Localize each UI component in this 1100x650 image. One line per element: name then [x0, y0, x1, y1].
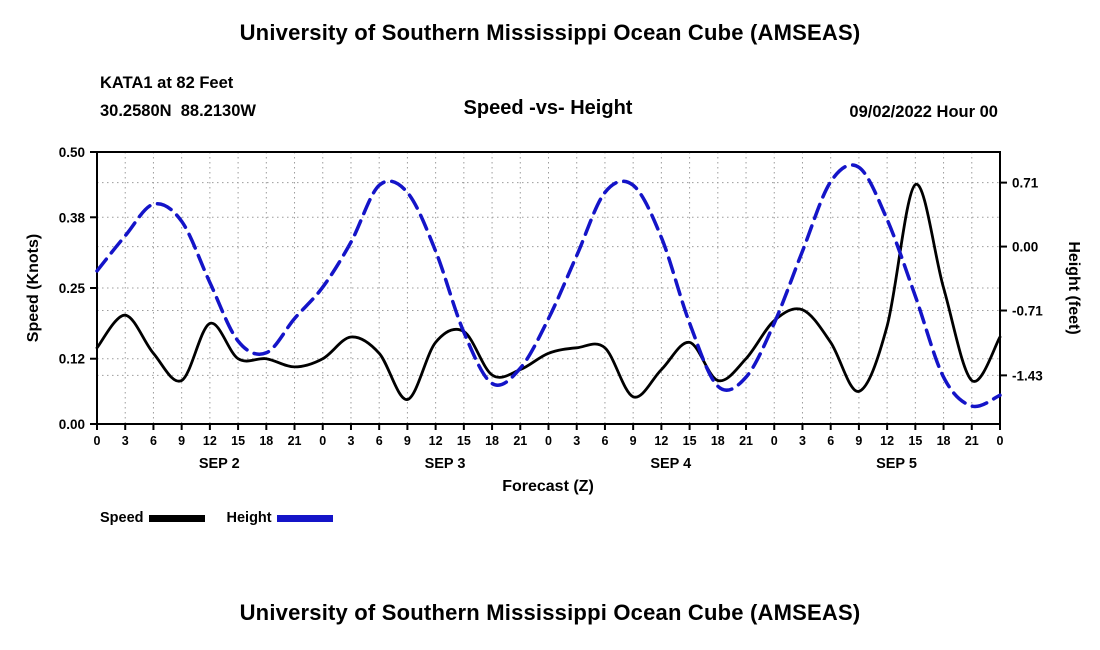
svg-text:0.00: 0.00: [1012, 240, 1038, 255]
svg-text:3: 3: [122, 434, 129, 448]
page-title: University of Southern Mississippi Ocean…: [239, 20, 861, 45]
svg-text:0.38: 0.38: [59, 210, 86, 225]
svg-text:-1.43: -1.43: [1012, 368, 1043, 383]
svg-text:SEP 3: SEP 3: [425, 456, 466, 472]
svg-text:9: 9: [630, 434, 637, 448]
svg-text:21: 21: [965, 434, 979, 448]
x-axis-label: Forecast (Z): [502, 478, 594, 495]
svg-text:15: 15: [457, 434, 471, 448]
svg-text:18: 18: [937, 434, 951, 448]
svg-text:0.25: 0.25: [59, 281, 86, 296]
svg-text:21: 21: [513, 434, 527, 448]
legend-speed-label: Speed: [100, 510, 144, 526]
svg-text:0: 0: [94, 434, 101, 448]
legend-height-label: Height: [226, 510, 272, 526]
svg-text:3: 3: [799, 434, 806, 448]
svg-text:6: 6: [601, 434, 608, 448]
svg-text:9: 9: [855, 434, 862, 448]
svg-text:12: 12: [880, 434, 894, 448]
svg-text:18: 18: [259, 434, 273, 448]
svg-text:6: 6: [827, 434, 834, 448]
svg-text:0.00: 0.00: [59, 417, 85, 432]
svg-text:SEP 4: SEP 4: [650, 456, 691, 472]
svg-text:12: 12: [203, 434, 217, 448]
forecast-datetime: 09/02/2022 Hour 00: [849, 103, 998, 121]
svg-text:3: 3: [347, 434, 354, 448]
svg-text:9: 9: [404, 434, 411, 448]
station-coordinates: 30.2580N 88.2130W: [100, 102, 256, 120]
svg-text:-0.71: -0.71: [1012, 304, 1043, 319]
svg-text:18: 18: [711, 434, 725, 448]
svg-text:0.12: 0.12: [59, 352, 85, 367]
svg-text:18: 18: [485, 434, 499, 448]
svg-text:6: 6: [376, 434, 383, 448]
svg-text:0.71: 0.71: [1012, 176, 1039, 191]
svg-text:15: 15: [683, 434, 697, 448]
plot-area: 0 3 6 9 12 15 18 21 0 3 6 9 12 15 18 21 0 3 6 9 12 15 18 21 0 3 6 9…: [0, 140, 1100, 520]
svg-text:0: 0: [319, 434, 326, 448]
speed-height-plot: 0 3 6 9 12 15 18 21 0 3 6 9 12 15 18 21 0 3 6 9 12 15 18 21 0 3 6 9…: [59, 145, 1044, 472]
svg-text:12: 12: [654, 434, 668, 448]
svg-text:SEP 5: SEP 5: [876, 456, 917, 472]
station-name: KATA1 at 82 Feet: [100, 74, 234, 92]
svg-text:3: 3: [573, 434, 580, 448]
svg-text:12: 12: [429, 434, 443, 448]
svg-text:15: 15: [908, 434, 922, 448]
svg-text:15: 15: [231, 434, 245, 448]
svg-text:9: 9: [178, 434, 185, 448]
svg-text:0.50: 0.50: [59, 145, 85, 160]
bottom-title: University of Southern Mississippi Ocean…: [239, 600, 861, 625]
svg-text:0: 0: [771, 434, 778, 448]
legend: Speed Height: [100, 510, 355, 526]
svg-text:21: 21: [739, 434, 753, 448]
svg-text:0: 0: [545, 434, 552, 448]
chart-title: Speed -vs- Height: [463, 97, 633, 119]
height-line-swatch: [276, 514, 333, 522]
svg-text:0: 0: [997, 434, 1004, 448]
svg-text:SEP 2: SEP 2: [199, 456, 240, 472]
speed-line-swatch: [148, 514, 205, 522]
svg-text:6: 6: [150, 434, 157, 448]
svg-text:21: 21: [288, 434, 302, 448]
